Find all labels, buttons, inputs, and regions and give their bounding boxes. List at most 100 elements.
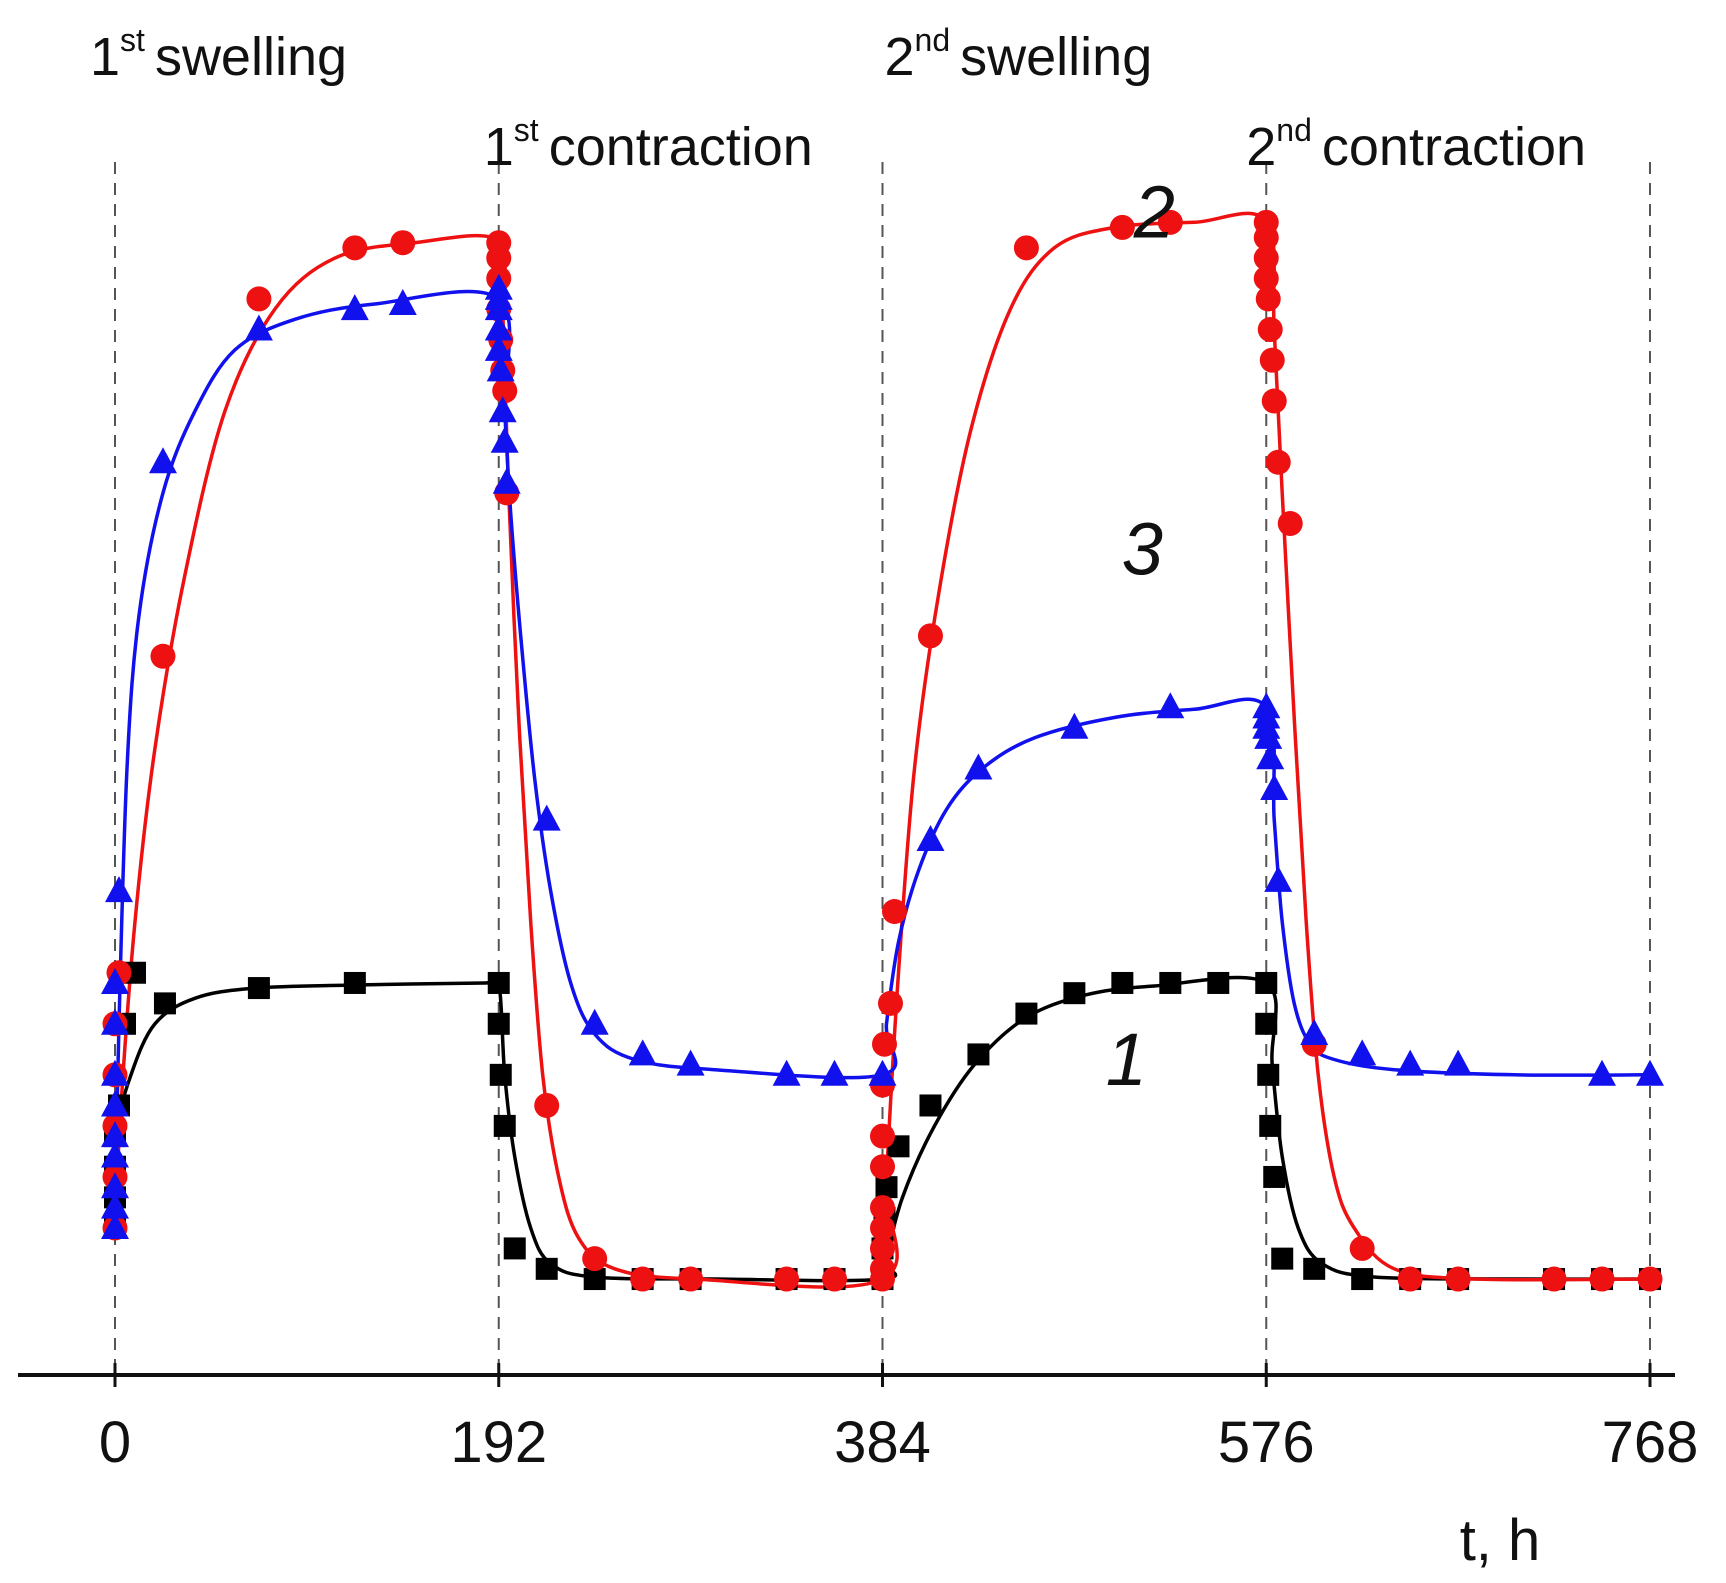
series-3-label: 3 — [1122, 508, 1163, 591]
series-2-point — [1253, 225, 1279, 251]
series-2-point — [870, 1215, 895, 1241]
series-1-point — [1263, 1165, 1286, 1188]
series-2-point — [870, 1154, 895, 1180]
series-3-point — [484, 314, 513, 341]
series-3-point — [868, 1059, 897, 1086]
series-1-point — [1303, 1257, 1326, 1280]
series-2-point — [1445, 1266, 1471, 1292]
series-2-point — [1257, 317, 1283, 343]
series-1-point — [919, 1094, 942, 1117]
x-tick-label: 0 — [99, 1410, 131, 1475]
series-2-point — [1259, 347, 1285, 373]
phase-label: 2nd contraction — [1246, 112, 1586, 177]
series-3-point — [488, 396, 517, 423]
series-3-point — [580, 1008, 609, 1035]
series-1-point — [1111, 971, 1134, 994]
series-2-point — [1265, 449, 1291, 475]
series-3-point — [628, 1039, 657, 1066]
series-3-point — [1444, 1049, 1473, 1076]
series-1-point — [1207, 971, 1230, 994]
data-markers — [101, 209, 1664, 1292]
series-1-point — [343, 971, 366, 994]
series-3-point — [1260, 774, 1289, 800]
series-2-point — [1349, 1235, 1375, 1261]
series-2-curve — [113, 211, 1651, 1289]
series-3-point — [532, 804, 561, 831]
series-3-point — [105, 876, 133, 903]
series-2-point — [1013, 235, 1039, 261]
series-1-point — [1271, 1247, 1294, 1270]
series-2-point — [774, 1266, 800, 1292]
series-3-point — [676, 1049, 705, 1076]
series-2-point — [582, 1246, 608, 1272]
series-1-point — [583, 1268, 606, 1291]
series-1-label: 1 — [1106, 1018, 1147, 1101]
series-3-point — [1156, 692, 1185, 719]
series-3-point — [101, 1090, 129, 1117]
series-1-point — [1015, 1002, 1038, 1025]
series-1-point — [153, 992, 176, 1015]
series-2-point — [1253, 265, 1279, 291]
series-2-point — [1253, 245, 1279, 271]
series-3-point — [101, 1213, 129, 1239]
phase-label: 2nd swelling — [885, 22, 1153, 87]
series-2-point — [1255, 286, 1281, 312]
series-3-point — [916, 825, 945, 851]
series-3-point — [101, 1172, 129, 1199]
series-1-point — [535, 1257, 558, 1280]
x-tick-label: 384 — [834, 1410, 931, 1475]
series-1-point — [1257, 1063, 1280, 1086]
series-3-point — [1348, 1039, 1377, 1066]
series-2-point — [1261, 388, 1287, 414]
series-3-point — [484, 294, 513, 321]
series-2-point — [1277, 511, 1303, 537]
series-2-point — [1109, 214, 1135, 240]
series-2-point — [1589, 1266, 1615, 1292]
series-1-point — [967, 1043, 990, 1066]
series-2-point — [870, 1256, 895, 1282]
series-3-point — [340, 294, 369, 321]
series-3-point — [244, 314, 273, 341]
series-2-point — [881, 898, 907, 924]
series-2-point — [877, 990, 903, 1016]
series-2-point — [1397, 1266, 1423, 1292]
series-2-point — [822, 1266, 848, 1292]
series-2-point — [486, 245, 512, 271]
x-tick-label: 192 — [450, 1410, 547, 1475]
x-tick-label: 768 — [1602, 1410, 1699, 1475]
series-2-point — [1541, 1266, 1567, 1292]
series-2-point — [917, 623, 943, 649]
series-3-point — [1396, 1049, 1425, 1076]
series-3-point — [486, 355, 515, 382]
series-1-point — [489, 1063, 512, 1086]
series-3-point — [1588, 1059, 1616, 1086]
series-1-point — [1063, 982, 1086, 1005]
series-1-point — [875, 1176, 898, 1199]
series-1-point — [1255, 1012, 1278, 1035]
series-1-point — [487, 1012, 510, 1035]
series-2-point — [870, 1195, 895, 1221]
series-3-point — [490, 426, 519, 453]
phase-label: 1st contraction — [484, 112, 813, 177]
series-3-point — [1254, 722, 1283, 749]
x-tick-label: 576 — [1218, 1410, 1315, 1475]
series-2-point — [870, 1235, 895, 1261]
series-3-point — [1256, 743, 1285, 770]
series-3-point — [484, 334, 513, 361]
series-2-point — [342, 235, 368, 261]
phase-labels: 1st swelling 1st contraction 2nd swelling 2nd c… — [90, 22, 1586, 177]
series-2-point — [1637, 1266, 1663, 1292]
series-3-point — [772, 1059, 801, 1086]
series-1-point — [487, 971, 510, 994]
series-2-point — [390, 230, 416, 256]
series-3-point — [101, 1121, 129, 1148]
series-2-point — [246, 286, 272, 312]
series-1-point — [1259, 1114, 1282, 1137]
series-2-label: 2 — [1133, 171, 1175, 254]
series-2-point — [1157, 209, 1183, 235]
series-2-point — [492, 378, 518, 404]
series-3-point — [101, 1059, 129, 1086]
series-1-point — [1351, 1268, 1374, 1291]
series-3-point — [492, 467, 521, 494]
